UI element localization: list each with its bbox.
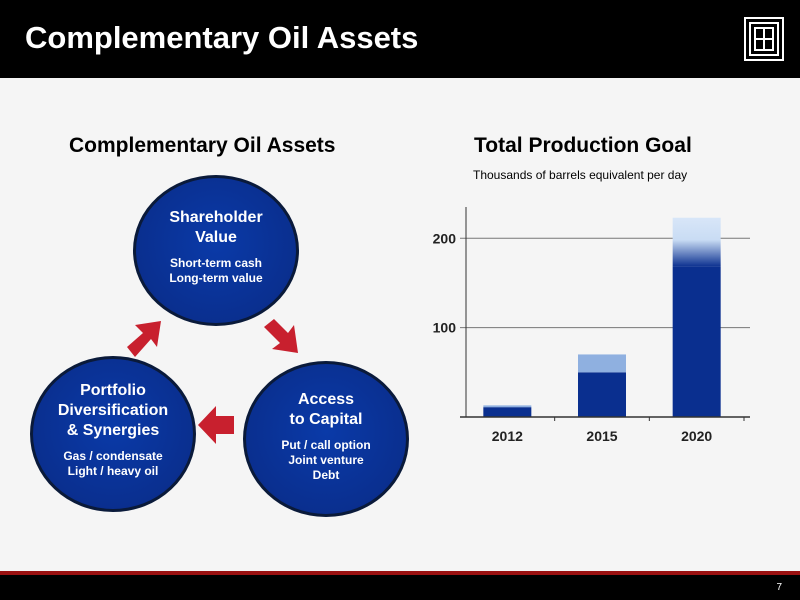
capital-heading-1: Access xyxy=(297,391,355,408)
shareholder-line-1: Short-term cash xyxy=(169,256,263,270)
bar-2020-segment-2 xyxy=(672,217,721,267)
company-logo-icon xyxy=(744,17,784,61)
shareholder-line-2: Long-term value xyxy=(169,271,263,285)
footer-bar xyxy=(0,575,800,600)
arrow-up-right-icon xyxy=(127,321,161,357)
footer-accent-line xyxy=(0,571,800,575)
x-tick-label: 2020 xyxy=(681,428,712,444)
arrow-left-icon xyxy=(198,406,234,444)
chart-subtitle: Thousands of barrels equivalent per day xyxy=(473,168,688,182)
y-tick-label: 100 xyxy=(433,320,457,336)
bar-2020-segment-1 xyxy=(672,266,721,417)
y-tick-label: 200 xyxy=(433,230,457,246)
shareholder-value-circle: Shareholder Value Short-term cash Long-t… xyxy=(133,175,299,326)
page-title: Complementary Oil Assets xyxy=(25,20,419,55)
x-tick-label: 2015 xyxy=(586,428,617,444)
arrow-down-right-icon xyxy=(264,319,298,353)
bar-2015-segment-2 xyxy=(578,354,626,373)
production-bar-chart: 100 200 2012 2015 2020 xyxy=(433,207,750,444)
shareholder-heading-1: Shareholder xyxy=(169,209,263,226)
portfolio-heading-1: Portfolio xyxy=(80,382,146,399)
capital-heading-2: to Capital xyxy=(289,411,363,428)
access-capital-circle: Access to Capital Put / call option Join… xyxy=(243,361,409,517)
capital-line-3: Debt xyxy=(312,468,340,482)
capital-line-1: Put / call option xyxy=(281,438,371,452)
bar-2015-segment-1 xyxy=(578,372,626,417)
bar-2012-segment-1 xyxy=(483,407,532,417)
portfolio-heading-2: Diversification xyxy=(57,402,169,419)
header-bar: Complementary Oil Assets xyxy=(0,0,800,78)
bar-2012-segment-2 xyxy=(483,405,532,408)
portfolio-heading-3: & Synergies xyxy=(66,422,160,439)
capital-line-2: Joint venture xyxy=(288,453,364,467)
right-panel-title: Total Production Goal xyxy=(474,134,692,157)
page-number: 7 xyxy=(776,582,782,593)
portfolio-diversification-circle: Portfolio Diversification & Synergies Ga… xyxy=(30,356,196,512)
shareholder-heading-2: Value xyxy=(195,229,237,246)
x-tick-label: 2012 xyxy=(492,428,523,444)
portfolio-line-1: Gas / condensate xyxy=(63,449,163,463)
left-panel-title: Complementary Oil Assets xyxy=(69,134,336,157)
portfolio-line-2: Light / heavy oil xyxy=(67,464,159,478)
